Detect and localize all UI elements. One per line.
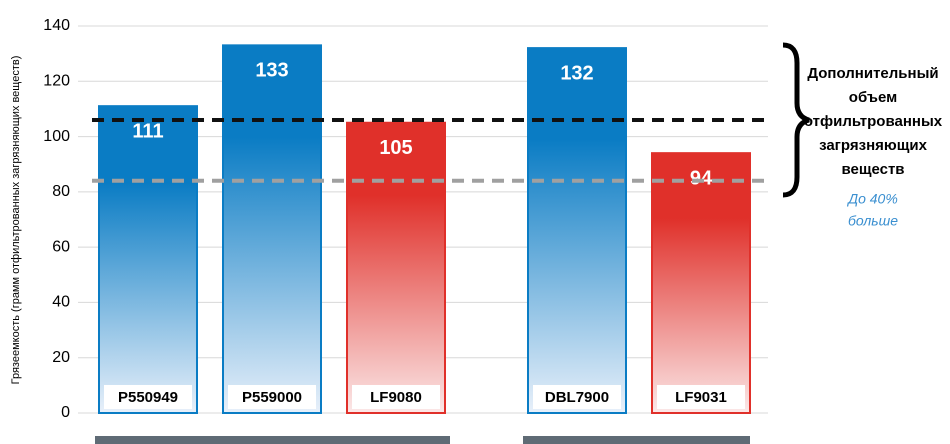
- category-box: [104, 385, 192, 409]
- bar: [527, 47, 627, 414]
- bar: [651, 152, 751, 415]
- y-tick-label: 0: [61, 404, 70, 421]
- x-tick-label: LF9080: [370, 389, 422, 406]
- value-label: 133: [255, 60, 288, 82]
- annotation: объем: [849, 89, 897, 106]
- y-tick-label: 60: [52, 238, 70, 255]
- y-axis-label: Грязеемкость (грамм отфильтрованных загр…: [10, 56, 22, 385]
- y-tick-label: 100: [43, 128, 70, 145]
- value-label: 94: [690, 167, 713, 189]
- category-box: [352, 385, 440, 409]
- category-box: [657, 385, 745, 409]
- category-box: [533, 385, 621, 409]
- bar: [346, 121, 446, 414]
- annotation: Дополнительный: [807, 65, 938, 82]
- y-tick-label: 20: [52, 349, 70, 366]
- y-tick-label: 40: [52, 294, 70, 311]
- y-tick-label: 120: [43, 73, 70, 90]
- annotation: веществ: [841, 161, 904, 178]
- value-label: 105: [379, 137, 412, 159]
- category-box: [228, 385, 316, 409]
- bar: [98, 105, 198, 415]
- note: До 40%: [846, 191, 898, 207]
- x-tick-label: DBL7900: [545, 389, 609, 406]
- group-bar: [95, 436, 450, 444]
- value-label: 111: [132, 120, 163, 142]
- annotation: загрязняющих: [819, 137, 928, 154]
- y-tick-label: 140: [43, 17, 70, 34]
- x-tick-label: LF9031: [675, 389, 727, 406]
- value-label: 132: [560, 62, 593, 84]
- brace: [782, 42, 810, 198]
- x-tick-label: P559000: [242, 389, 302, 406]
- group-bar: [523, 436, 750, 444]
- y-tick-label: 80: [52, 183, 70, 200]
- annotation: отфильтрованных: [804, 113, 943, 130]
- note: больше: [848, 213, 898, 229]
- bar: [222, 44, 322, 414]
- x-tick-label: P550949: [118, 389, 178, 406]
